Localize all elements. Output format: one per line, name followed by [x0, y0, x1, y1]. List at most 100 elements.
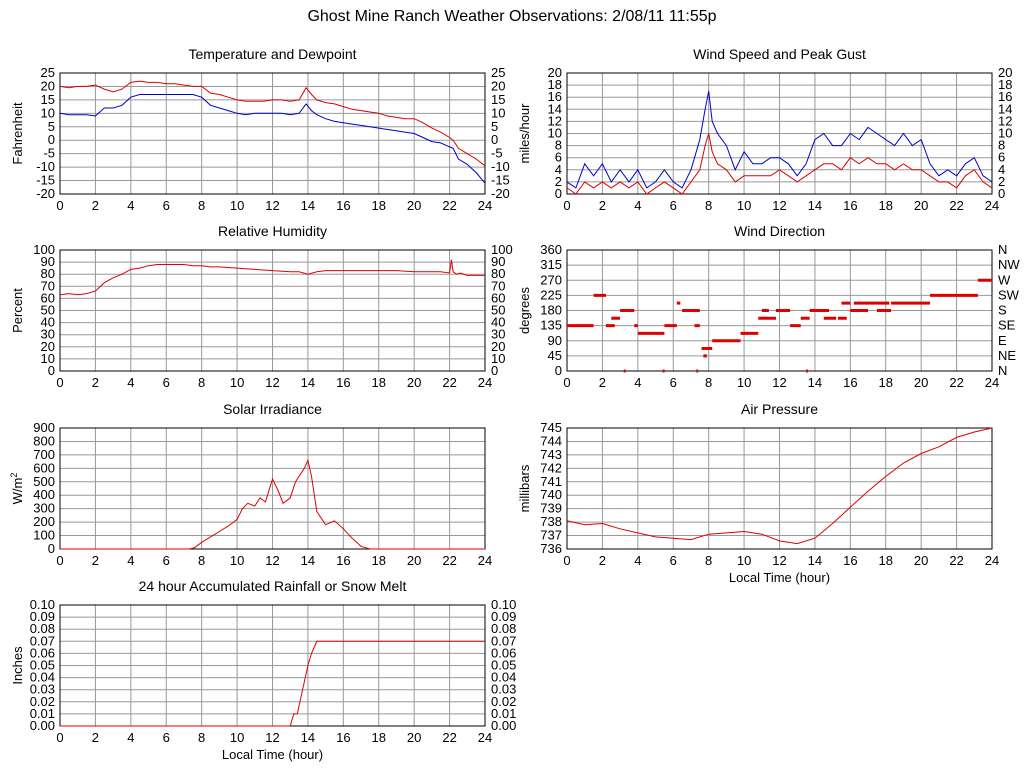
- y-tick-label-right: 6: [998, 150, 1005, 165]
- y-tick-label: 50: [41, 303, 55, 318]
- x-tick-label: 8: [705, 553, 712, 568]
- x-tick-label: 20: [407, 553, 421, 568]
- y-tick-label: 18: [548, 77, 562, 92]
- plot-frame: [59, 249, 486, 372]
- x-tick-label: 2: [92, 553, 99, 568]
- y-tick-label: 5: [48, 119, 55, 134]
- direction-point: [605, 324, 615, 328]
- x-tick-label: 8: [198, 553, 205, 568]
- x-tick-label: 2: [599, 553, 606, 568]
- x-tick-label: 12: [265, 375, 279, 390]
- y-tick-label: 14: [548, 101, 562, 116]
- y-tick-label: 0: [48, 363, 55, 378]
- x-tick-label: 14: [301, 730, 315, 745]
- direction-point: [790, 324, 801, 328]
- plot-frame: [59, 427, 486, 550]
- y-tick-label: 12: [548, 113, 562, 128]
- x-axis-label: Local Time (hour): [729, 570, 830, 585]
- direction-point: [611, 316, 621, 320]
- y-tick-label: 400: [33, 487, 55, 502]
- x-tick-label: 2: [92, 198, 99, 213]
- y-tick-label: 740: [540, 487, 562, 502]
- y-tick-label: 270: [540, 272, 562, 287]
- direction-point: [868, 301, 890, 305]
- y-tick-label-right: 20: [491, 78, 505, 93]
- x-tick-label: 0: [563, 198, 570, 213]
- direction-point: [775, 309, 791, 312]
- x-tick-label: 14: [808, 375, 822, 390]
- y-tick-label-right: SE: [998, 318, 1016, 333]
- y-tick-label: -15: [36, 173, 55, 188]
- direction-point: [567, 324, 594, 328]
- x-tick-label: 4: [127, 375, 134, 390]
- direction-point: [837, 316, 847, 320]
- series-line-0: [59, 259, 485, 296]
- direction-point: [800, 316, 810, 320]
- y-tick-label-right: 0.01: [491, 706, 516, 721]
- direction-point: [703, 354, 707, 358]
- chart-title: 24 hour Accumulated Rainfall or Snow Mel…: [139, 578, 407, 594]
- y-tick-label: 100: [33, 242, 55, 257]
- y-axis-label: miles/hour: [517, 103, 532, 164]
- y-tick-label: 0.02: [30, 694, 55, 709]
- x-tick-label: 22: [949, 553, 963, 568]
- y-tick-label-right: 0.02: [491, 694, 516, 709]
- y-tick-label: 0.09: [30, 609, 55, 624]
- y-tick-label-right: 4: [998, 162, 1005, 177]
- x-tick-label: 24: [985, 198, 999, 213]
- y-tick-label: 80: [41, 266, 55, 281]
- y-tick-label: 0.00: [30, 718, 55, 733]
- x-tick-label: 18: [372, 730, 386, 745]
- x-tick-label: 0: [56, 375, 63, 390]
- direction-point: [676, 301, 681, 305]
- x-tick-label: 16: [843, 553, 857, 568]
- x-tick-label: 6: [670, 198, 677, 213]
- y-tick-label-right: 20: [998, 65, 1012, 80]
- y-tick-label-right: 0: [998, 186, 1005, 201]
- y-tick-label: 700: [33, 447, 55, 462]
- x-tick-label: 6: [670, 375, 677, 390]
- x-tick-label: 14: [301, 198, 315, 213]
- y-tick-label: 0: [555, 363, 562, 378]
- x-tick-label: 24: [985, 375, 999, 390]
- y-tick-label-right: 15: [491, 92, 505, 107]
- y-tick-label-right: 0.06: [491, 645, 516, 660]
- y-tick-label-right: 40: [491, 315, 505, 330]
- y-tick-label-right: 0.09: [491, 609, 516, 624]
- x-tick-label: 2: [92, 375, 99, 390]
- direction-point: [891, 301, 931, 305]
- y-tick-label: 0.07: [30, 633, 55, 648]
- y-tick-label: 180: [540, 303, 562, 318]
- y-tick-label: 315: [540, 257, 562, 272]
- y-tick-label-right: -20: [491, 186, 510, 201]
- chart-title: Relative Humidity: [218, 223, 327, 239]
- direction-point: [637, 331, 660, 335]
- y-tick-label-right: E: [998, 333, 1007, 348]
- series-line-0: [566, 427, 993, 545]
- x-tick-label: 16: [843, 375, 857, 390]
- direction-point: [682, 309, 700, 312]
- y-tick-label: 60: [41, 290, 55, 305]
- y-tick-label: 0: [555, 186, 562, 201]
- x-tick-label: 8: [705, 198, 712, 213]
- y-tick-label: 10: [548, 126, 562, 141]
- direction-point: [593, 293, 606, 297]
- y-tick-label: 0.01: [30, 706, 55, 721]
- x-tick-label: 8: [198, 730, 205, 745]
- series-line-0: [59, 80, 486, 167]
- y-tick-label: 0: [48, 132, 55, 147]
- y-tick-label: 745: [540, 420, 562, 435]
- y-tick-label-right: 12: [998, 113, 1012, 128]
- x-tick-label: 4: [127, 553, 134, 568]
- x-tick-label: 22: [949, 198, 963, 213]
- x-tick-label: 24: [478, 730, 492, 745]
- direction-point: [694, 324, 700, 328]
- x-tick-label: 2: [599, 198, 606, 213]
- x-tick-label: 22: [442, 375, 456, 390]
- x-tick-label: 16: [336, 198, 350, 213]
- y-tick-label-right: -10: [491, 159, 510, 174]
- y-tick-label-right: 90: [491, 254, 505, 269]
- y-tick-label-right: 0.08: [491, 621, 516, 636]
